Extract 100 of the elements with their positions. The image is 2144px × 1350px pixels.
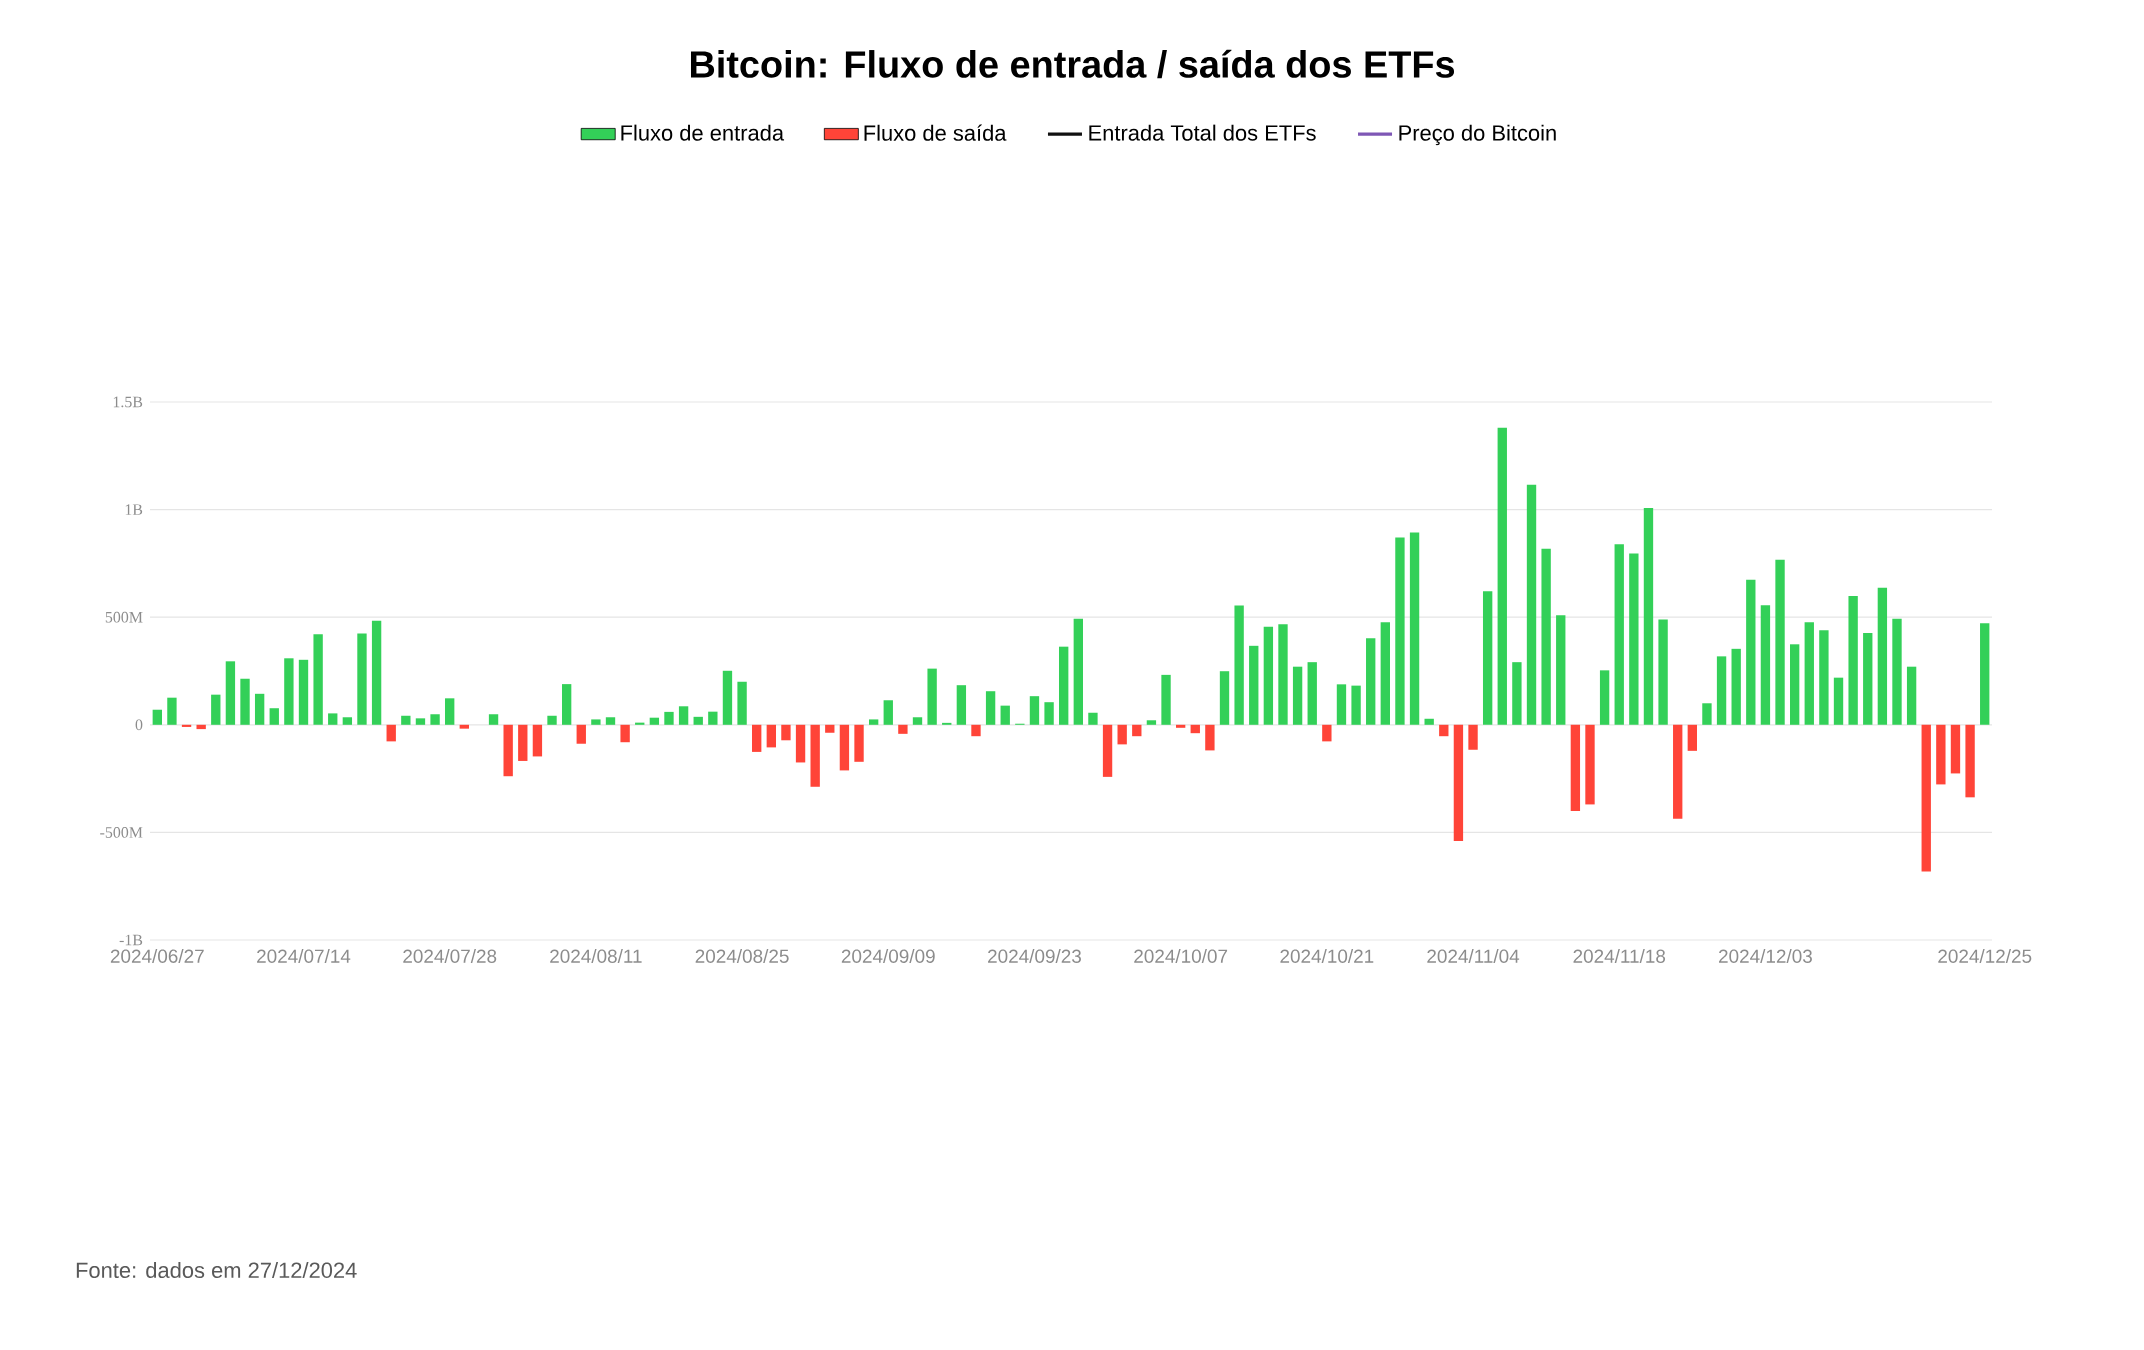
bar (547, 715, 557, 725)
bar (1687, 724, 1697, 751)
bar (1906, 666, 1917, 725)
bar (1614, 544, 1624, 725)
bar (254, 693, 265, 725)
x-tick-label: 2024/08/11 (550, 949, 642, 963)
bar (1482, 591, 1493, 725)
bar (985, 691, 996, 725)
bar (1263, 626, 1274, 725)
bar (1775, 559, 1785, 725)
bar (1059, 646, 1069, 725)
bar (766, 724, 776, 748)
x-tick-label: 2024/09/09 (841, 949, 935, 963)
bar (1716, 656, 1727, 725)
bar (898, 724, 908, 734)
x-tick-label: 2024/12/25 (1938, 949, 2032, 963)
bar (401, 715, 411, 725)
bar (503, 724, 513, 777)
bar (1599, 670, 1610, 725)
bar (167, 697, 177, 725)
bar (1029, 696, 1040, 725)
bar (1146, 720, 1157, 725)
bar (810, 724, 820, 787)
bar (971, 724, 981, 737)
bar (1848, 596, 1858, 725)
y-tick-label: -500M (100, 827, 143, 838)
bar (445, 698, 455, 725)
bar (781, 724, 791, 741)
bar (1702, 703, 1712, 725)
bar (678, 706, 689, 725)
bar (1892, 618, 1902, 725)
bar (1731, 648, 1741, 725)
legend-label: Entrada Total dos ETFs (1089, 124, 1316, 141)
bar (1760, 605, 1771, 725)
bar (1409, 532, 1420, 725)
bar (752, 724, 762, 752)
bar (415, 718, 426, 725)
legend-label: Fluxo de entrada (621, 124, 785, 141)
bar (1175, 724, 1186, 728)
bar (576, 724, 586, 744)
bar (1936, 724, 1946, 785)
bar (605, 717, 616, 725)
bar (386, 724, 396, 742)
bar (1497, 427, 1507, 725)
x-tick-label: 2024/11/04 (1427, 949, 1520, 963)
bar (1673, 724, 1683, 819)
bar (1585, 724, 1595, 805)
bar (649, 717, 660, 725)
bar (1980, 623, 1990, 725)
bar (1000, 705, 1010, 725)
bar (371, 620, 382, 725)
x-tick-label: 2024/09/23 (988, 949, 1081, 963)
bar (1526, 484, 1537, 725)
bar (430, 714, 440, 725)
bar (225, 661, 236, 725)
bar (269, 708, 279, 725)
bar (1395, 537, 1405, 725)
bar (1073, 618, 1083, 725)
bar (1161, 674, 1171, 725)
bar (1658, 619, 1668, 725)
bar (868, 719, 879, 725)
y-tick-label: -1B (119, 934, 143, 946)
x-tick-label: 2024/07/14 (257, 949, 351, 963)
bar (839, 724, 850, 771)
bar (357, 633, 367, 725)
bar (152, 709, 162, 725)
bar (1234, 605, 1244, 725)
bar (1541, 548, 1551, 725)
bar (591, 719, 601, 725)
y-tick-label: 1.5B (113, 396, 143, 408)
bar (1921, 724, 1931, 872)
legend-label: Preço do Bitcoin (1399, 124, 1556, 146)
bar (1570, 724, 1581, 811)
bar (1117, 724, 1127, 745)
bar (1789, 644, 1800, 725)
bar (1336, 684, 1347, 725)
bar (1307, 662, 1317, 725)
bar (1556, 615, 1566, 725)
bar (883, 700, 893, 725)
bar (722, 670, 733, 725)
x-tick-label: 2024/11/18 (1573, 949, 1666, 963)
bar (1643, 508, 1654, 725)
bar (1965, 724, 1975, 798)
bar (1453, 724, 1464, 841)
bar (1366, 638, 1376, 725)
bar (1278, 624, 1288, 725)
bar (1424, 718, 1434, 725)
x-tick-label: 2024/10/07 (1134, 949, 1228, 963)
bar (211, 694, 221, 725)
y-tick-label: 1B (125, 504, 143, 515)
bar (1833, 677, 1844, 725)
bar (1804, 622, 1814, 725)
bar (1249, 645, 1259, 725)
x-tick-label: 2024/06/27 (110, 949, 204, 963)
bar (459, 724, 469, 729)
source-note: Fonte: dados em 27/12/2024 (76, 1261, 357, 1279)
bar (708, 711, 718, 725)
x-tick-label: 2024/08/25 (695, 949, 789, 963)
bar (635, 722, 645, 725)
bar (1746, 579, 1756, 725)
